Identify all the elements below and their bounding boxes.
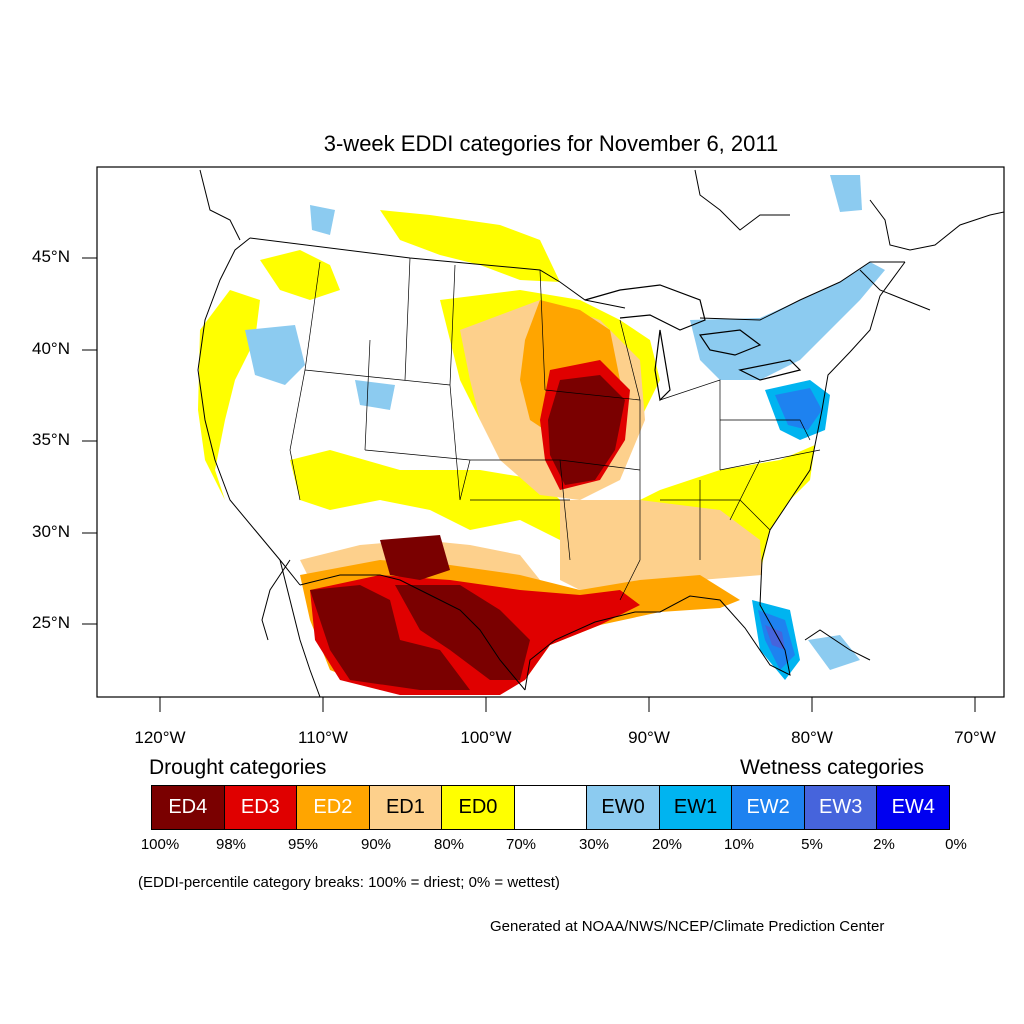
map-frame xyxy=(96,166,1005,698)
break-label: 90% xyxy=(360,836,392,853)
legend-swatch-ew4: EW4 xyxy=(877,786,950,829)
legend-label: ED2 xyxy=(313,796,353,818)
legend-swatch-ed0: ED0 xyxy=(442,786,515,829)
lon-label-110: 110°W xyxy=(298,728,348,747)
legend-swatch-ew0: EW0 xyxy=(587,786,660,829)
break-label: 10% xyxy=(723,836,755,853)
legend-bar: ED4 ED3 ED2 ED1 ED0 EW0 EW1 EW2 EW3 EW4 xyxy=(151,785,950,830)
category-note: (EDDI-percentile category breaks: 100% =… xyxy=(138,874,560,891)
legend-label: ED0 xyxy=(458,796,498,818)
break-label: 0% xyxy=(945,836,967,853)
legend-swatch-ew2: EW2 xyxy=(732,786,805,829)
break-label: 30% xyxy=(578,836,610,853)
legend-swatch-ew3: EW3 xyxy=(804,786,878,829)
legend-label: ED1 xyxy=(385,796,425,818)
break-label: 20% xyxy=(651,836,683,853)
eddi-map xyxy=(198,175,905,697)
drought-heading: Drought categories xyxy=(149,756,327,779)
legend-label: EW4 xyxy=(891,796,935,818)
lon-label-70: 70°W xyxy=(954,728,996,747)
legend-label: EW1 xyxy=(673,796,718,818)
lat-label-40: 40°N xyxy=(32,339,70,358)
map-title: 3-week EDDI categories for November 6, 2… xyxy=(323,131,779,156)
lat-label-35: 35°N xyxy=(32,430,70,449)
break-label: 95% xyxy=(287,836,319,853)
legend-swatch-normal xyxy=(514,786,588,829)
legend-label: EW3 xyxy=(819,796,863,818)
break-label: 5% xyxy=(801,836,823,853)
break-label: 80% xyxy=(433,836,465,853)
legend-swatch-ed1: ED1 xyxy=(369,786,443,829)
break-label: 100% xyxy=(140,836,180,853)
lat-label-45: 45°N xyxy=(32,247,70,266)
lon-label-100: 100°W xyxy=(460,728,512,747)
credit-text: Generated at NOAA/NWS/NCEP/Climate Predi… xyxy=(490,918,885,935)
break-label: 70% xyxy=(505,836,537,853)
lon-label-90: 90°W xyxy=(628,728,670,747)
legend-swatch-ed3: ED3 xyxy=(224,786,298,829)
axis-ticks xyxy=(82,257,976,712)
legend-swatch-ed4: ED4 xyxy=(152,786,225,829)
lat-label-30: 30°N xyxy=(32,522,70,541)
legend-swatch-ew1: EW1 xyxy=(659,786,733,829)
lon-label-80: 80°W xyxy=(791,728,833,747)
lat-label-25: 25°N xyxy=(32,613,70,632)
legend-label: ED3 xyxy=(240,796,280,818)
legend-label: EW0 xyxy=(601,796,645,818)
boundaries xyxy=(197,169,1004,697)
legend-swatch-ed2: ED2 xyxy=(297,786,370,829)
wetness-heading: Wetness categories xyxy=(740,756,925,779)
legend-label: ED4 xyxy=(168,796,208,818)
lon-label-120: 120°W xyxy=(134,728,186,747)
break-label: 2% xyxy=(873,836,895,853)
break-label: 98% xyxy=(215,836,247,853)
legend-label: EW2 xyxy=(746,796,790,818)
